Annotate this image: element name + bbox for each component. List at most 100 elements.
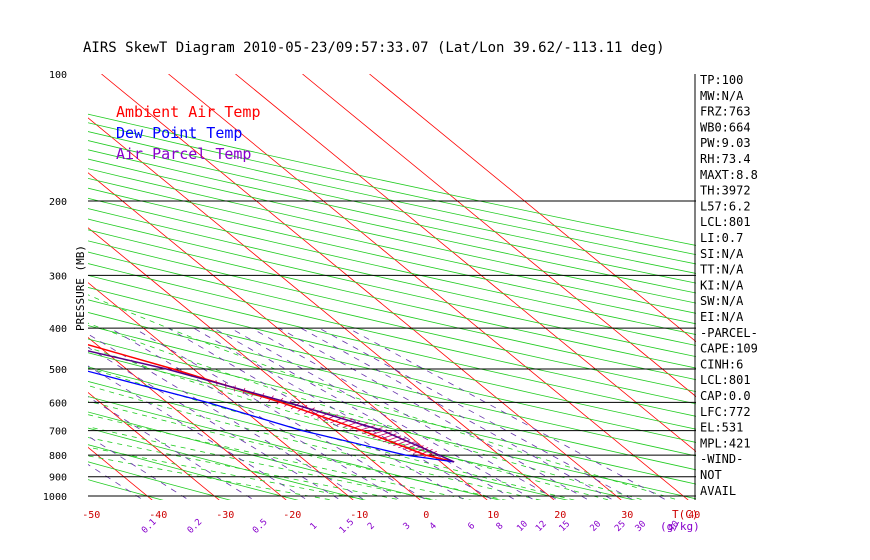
cape-hatch-line <box>355 425 376 432</box>
dry-adiabat-line <box>88 325 696 471</box>
moist-adiabat-line <box>88 400 507 500</box>
pressure-tick-label: 500 <box>49 365 67 376</box>
info-panel-item: CAPE:109 <box>700 342 758 356</box>
cape-hatch-line <box>276 397 284 405</box>
mixing-ratio-line <box>300 327 614 500</box>
mixing-ratio-tick-label: 30 <box>634 519 649 534</box>
legend: Ambient Air Temp Dew Point Temp Air Parc… <box>116 103 261 163</box>
cape-hatch-line <box>323 414 338 421</box>
mixing-ratio-tick-label: 4 <box>428 521 439 532</box>
mixing-ratio-tick-label: 2 <box>366 521 377 532</box>
mixing-ratio-tick-label: 20 <box>589 519 604 534</box>
dry-adiabat-line <box>88 461 232 500</box>
dry-adiabat-line <box>88 177 696 314</box>
series-line-dew-point-temp <box>88 370 455 463</box>
info-panel-item: LCL:801 <box>700 215 751 229</box>
info-panel-item: MAXT:8.8 <box>700 168 758 182</box>
info-panel-item: LFC:772 <box>700 405 751 419</box>
info-panel-item: L57:6.2 <box>700 199 751 213</box>
mixing-ratio-tick-label: 8 <box>495 521 506 532</box>
bottom-temp-tick-label: 0 <box>423 510 429 521</box>
info-panel-item: WB0:664 <box>700 120 751 134</box>
dry-adiabat-line <box>88 411 434 500</box>
info-panel-item: CAP:0.0 <box>700 389 751 403</box>
pressure-tick-label: 800 <box>49 451 67 462</box>
info-panel-item: FRZ:763 <box>700 105 751 119</box>
pressure-tick-label: 700 <box>49 427 67 438</box>
dry-adiabat-line <box>88 122 696 256</box>
pressure-tick-labels: 100 200 300 400 500 600 700 800 900 1000 <box>43 70 67 503</box>
cape-hatch-line <box>418 448 433 456</box>
dry-adiabat-line <box>88 263 696 405</box>
mixing-ratio-tick-label: 12 <box>534 519 549 534</box>
mixing-ratio-line <box>168 327 466 500</box>
dry-adiabat-line <box>88 444 299 500</box>
dry-adiabat-line <box>88 208 696 346</box>
cape-hatch-line <box>343 420 361 428</box>
x-axis-label: T(C) <box>672 508 699 521</box>
isotherm-line <box>235 74 696 452</box>
dry-adiabat-line <box>88 240 696 381</box>
mixing-ratio-line <box>109 327 402 500</box>
info-panel-item: SW:N/A <box>700 294 744 308</box>
mixing-ratio-line <box>193 327 494 500</box>
dry-adiabat-line <box>88 274 696 417</box>
mixing-ratio-line <box>88 435 190 500</box>
mixing-ratio-line <box>88 346 342 500</box>
bottom-temp-tick-label: -20 <box>283 510 301 521</box>
dry-adiabat-line <box>88 131 696 265</box>
mixing-ratio-line <box>230 327 535 500</box>
cape-hatch-line <box>317 411 331 419</box>
info-panel-item: RH:73.4 <box>700 152 751 166</box>
dry-adiabat-line <box>88 299 696 443</box>
info-panel-item: LCL:801 <box>700 373 751 387</box>
mixing-ratio-line <box>88 464 144 500</box>
isotherm-line <box>302 74 696 398</box>
dry-adiabat-line <box>88 229 696 369</box>
info-panel-item: LI:0.7 <box>700 231 743 245</box>
pressure-tick-label: 300 <box>49 271 67 282</box>
mixing-ratio-line <box>251 327 559 500</box>
info-panel-item: MPL:421 <box>700 436 751 450</box>
info-panel-item: TP:100 <box>700 73 743 87</box>
bottom-temp-tick-label: 30 <box>621 510 633 521</box>
bottom-temp-tick-label: -50 <box>82 510 100 521</box>
bottom-temperature-tick-labels: -50 -40 -30 -20 -10 0 10 20 30 40 <box>82 510 700 521</box>
profile-series <box>88 343 455 463</box>
dry-adiabat-line <box>88 168 696 304</box>
info-panel-item: -WIND- <box>700 452 743 466</box>
cape-hatch-line <box>349 423 368 430</box>
bottom-temp-tick-label: -30 <box>216 510 234 521</box>
series-line-air-parcel-temp <box>88 350 455 463</box>
mixing-ratio-tick-label: 25 <box>613 519 628 534</box>
isotherm-line <box>168 74 689 500</box>
series-line-ambient-air-temp <box>88 343 455 463</box>
info-panel-item: TH:3972 <box>700 184 751 198</box>
dry-adiabat-line <box>88 140 696 274</box>
moist-adiabat-line <box>88 426 438 500</box>
isotherm-line <box>88 337 287 500</box>
isotherm-line <box>369 74 696 343</box>
pressure-tick-label: 200 <box>49 197 67 208</box>
legend-ambient-air-temp: Ambient Air Temp <box>116 103 261 121</box>
info-panel-item: AVAIL <box>700 484 736 498</box>
info-panel-item: NOT <box>700 468 722 482</box>
pressure-tick-label: 1000 <box>43 492 67 503</box>
mixing-axis-label: (g/kg) <box>660 520 700 533</box>
pressure-tick-label: 400 <box>49 324 67 335</box>
bottom-temp-tick-label: 20 <box>554 510 566 521</box>
info-panel-item: -PARCEL- <box>700 326 758 340</box>
mixing-ratio-tick-label: 15 <box>558 519 573 534</box>
isotherm-line <box>88 172 488 500</box>
legend-air-parcel-temp: Air Parcel Temp <box>116 145 251 163</box>
cape-hatch-line <box>290 402 300 410</box>
dry-adiabat-line <box>88 427 366 500</box>
pressure-lines <box>88 200 696 497</box>
bottom-temp-tick-label: -10 <box>350 510 368 521</box>
isotherm-line <box>88 117 555 500</box>
isotherm-line <box>0 74 85 500</box>
moist-adiabat-line <box>88 455 334 500</box>
dry-adiabat-line <box>88 312 696 457</box>
info-panel-item: MW:N/A <box>700 89 744 103</box>
